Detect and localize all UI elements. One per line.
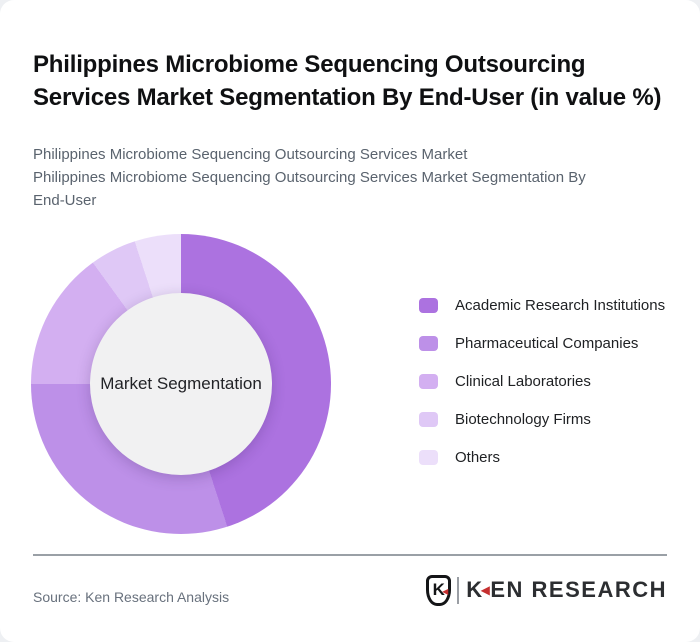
source-text: Source: Ken Research Analysis bbox=[33, 589, 230, 605]
legend-label: Others bbox=[455, 448, 501, 466]
legend-label: Pharmaceutical Companies bbox=[455, 334, 639, 352]
legend-item: Clinical Laboratories bbox=[419, 372, 665, 390]
legend-item: Others bbox=[419, 448, 665, 466]
donut-hole: Market Segmentation bbox=[90, 293, 272, 475]
legend-item: Pharmaceutical Companies bbox=[419, 334, 665, 352]
donut-center-label: Market Segmentation bbox=[100, 374, 262, 393]
legend-swatch bbox=[419, 449, 438, 465]
subtitle-line-2: Philippines Microbiome Sequencing Outsou… bbox=[33, 169, 586, 209]
brand-badge-letter: K bbox=[432, 580, 445, 599]
legend-swatch bbox=[419, 373, 438, 389]
legend-item: Academic Research Institutions bbox=[419, 296, 666, 314]
brand-wordmark: K ◀ EN RESEARCH bbox=[466, 577, 667, 603]
wordmark-rest: EN RESEARCH bbox=[490, 577, 667, 602]
legend: Academic Research Institutions Pharmaceut… bbox=[419, 297, 665, 487]
legend-swatch bbox=[419, 297, 438, 313]
footer-divider bbox=[33, 554, 667, 556]
badge-arrow-icon: ◀ bbox=[442, 586, 449, 596]
subtitle-block: Philippines Microbiome Sequencing Outsou… bbox=[33, 143, 621, 212]
logo-divider bbox=[457, 576, 460, 604]
brand-shield-icon: K ◀ bbox=[426, 574, 452, 606]
wordmark-arrow-icon: ◀ bbox=[480, 583, 492, 597]
legend-item: Biotechnology Firms bbox=[419, 410, 665, 428]
legend-label: Clinical Laboratories bbox=[455, 372, 591, 390]
donut-chart: Market Segmentation bbox=[31, 234, 331, 534]
legend-swatch bbox=[419, 335, 438, 351]
legend-label: Academic Research Institutions bbox=[455, 296, 666, 314]
subtitle-line-1: Philippines Microbiome Sequencing Outsou… bbox=[33, 146, 468, 163]
wordmark-first-letter: K bbox=[466, 577, 484, 602]
legend-swatch bbox=[419, 411, 438, 427]
page-title: Philippines Microbiome Sequencing Outsou… bbox=[33, 51, 662, 112]
ken-research-logo: K ◀ K ◀ EN RESEARCH bbox=[426, 574, 667, 606]
legend-label: Biotechnology Firms bbox=[455, 410, 591, 428]
